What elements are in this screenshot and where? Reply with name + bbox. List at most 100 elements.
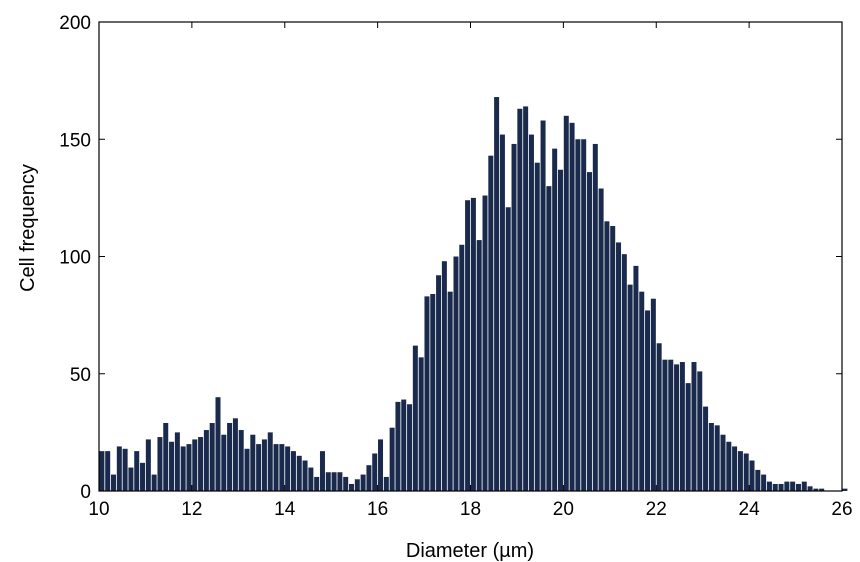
histogram-bar — [407, 404, 412, 491]
x-tick-label: 26 — [831, 499, 852, 520]
histogram-bar — [790, 482, 795, 491]
histogram-bar — [239, 430, 244, 491]
histogram-bar — [657, 343, 662, 491]
histogram-bar — [599, 189, 604, 492]
histogram-bar — [233, 418, 238, 491]
histogram-bar — [204, 430, 209, 491]
histogram-bar — [517, 109, 522, 491]
histogram-bar — [680, 362, 685, 491]
histogram-bar — [570, 123, 575, 491]
x-tick-label: 18 — [460, 499, 481, 520]
histogram-bar — [732, 446, 737, 491]
histogram-bar — [210, 423, 215, 491]
plot-frame — [99, 22, 842, 491]
histogram-bar — [546, 186, 551, 491]
histogram-bar — [662, 360, 667, 491]
histogram-bar — [796, 484, 801, 491]
histogram-bar — [152, 475, 157, 491]
y-tick-label: 150 — [59, 130, 91, 151]
histogram-bar — [99, 451, 104, 491]
histogram-bar — [709, 423, 714, 491]
histogram-bar — [256, 444, 261, 491]
histogram-bar — [744, 453, 749, 491]
histogram-bar — [651, 299, 656, 491]
x-tick-label: 16 — [367, 499, 388, 520]
histogram-bar — [552, 149, 557, 491]
histogram-bar — [459, 245, 464, 491]
histogram-bar — [372, 453, 377, 491]
histogram-bar — [483, 196, 488, 491]
x-tick-label: 20 — [553, 499, 574, 520]
histogram-bar — [471, 198, 476, 491]
histogram-bar — [488, 156, 493, 491]
histogram-bar — [157, 437, 162, 491]
histogram-bar — [755, 470, 760, 491]
histogram-bar — [808, 486, 813, 491]
histogram-bar — [215, 397, 220, 491]
histogram-bar — [395, 402, 400, 491]
y-tick-label: 50 — [70, 365, 91, 386]
histogram-bar — [610, 226, 615, 491]
histogram-bar — [221, 435, 226, 491]
histogram-bar — [442, 261, 447, 491]
histogram-bar — [245, 449, 250, 491]
histogram-bar — [250, 435, 255, 491]
histogram-bar — [140, 463, 145, 491]
histogram-bar — [842, 489, 847, 491]
histogram-bar — [465, 200, 470, 491]
histogram-bar — [668, 360, 673, 491]
histogram-bar — [430, 294, 435, 491]
histogram-bar — [378, 439, 383, 491]
histogram-bar — [535, 163, 540, 491]
histogram-bar — [413, 346, 418, 491]
histogram-bar — [297, 456, 302, 491]
histogram-bar — [227, 423, 232, 491]
histogram-bars — [99, 97, 847, 491]
histogram-bar — [337, 472, 342, 491]
histogram-bar — [274, 444, 279, 491]
histogram-bar — [529, 135, 534, 491]
histogram-bar — [726, 442, 731, 491]
histogram-bar — [616, 242, 621, 491]
histogram-bar — [506, 207, 511, 491]
histogram-bar — [349, 484, 354, 491]
histogram-bar — [761, 475, 766, 491]
histogram-bar — [401, 400, 406, 491]
histogram-bar — [123, 449, 128, 491]
histogram-bar — [558, 170, 563, 491]
histogram-bar — [332, 472, 337, 491]
x-axis-label: Diameter (µm) — [406, 540, 534, 562]
histogram-bar — [268, 432, 273, 491]
x-tick-label: 14 — [274, 499, 296, 520]
histogram-bar — [181, 446, 186, 491]
histogram-bar — [494, 97, 499, 491]
histogram-bar — [773, 484, 778, 491]
histogram-bar — [390, 428, 395, 491]
histogram-bar — [186, 444, 191, 491]
histogram-bar — [767, 482, 772, 491]
histogram-bar — [575, 139, 580, 491]
histogram-bar — [686, 383, 691, 491]
histogram-bar — [291, 451, 296, 491]
histogram-bar — [622, 254, 627, 491]
x-tick-label: 22 — [646, 499, 667, 520]
histogram-bar — [512, 144, 517, 491]
histogram-bar — [111, 475, 116, 491]
histogram-bar — [175, 432, 180, 491]
histogram-bar — [779, 484, 784, 491]
histogram-bar — [564, 116, 569, 491]
histogram-bar — [128, 468, 133, 491]
histogram-bar — [703, 407, 708, 491]
histogram-bar — [448, 292, 453, 491]
histogram-bar — [198, 437, 203, 491]
histogram-bar — [593, 144, 598, 491]
histogram-bar — [384, 477, 389, 491]
histogram-bar — [587, 172, 592, 491]
histogram-bar — [802, 482, 807, 491]
histogram-bar — [581, 139, 586, 491]
x-tick-label: 24 — [739, 499, 761, 520]
histogram-bar — [192, 439, 197, 491]
histogram-bar — [750, 461, 755, 491]
histogram-bar — [279, 444, 284, 491]
